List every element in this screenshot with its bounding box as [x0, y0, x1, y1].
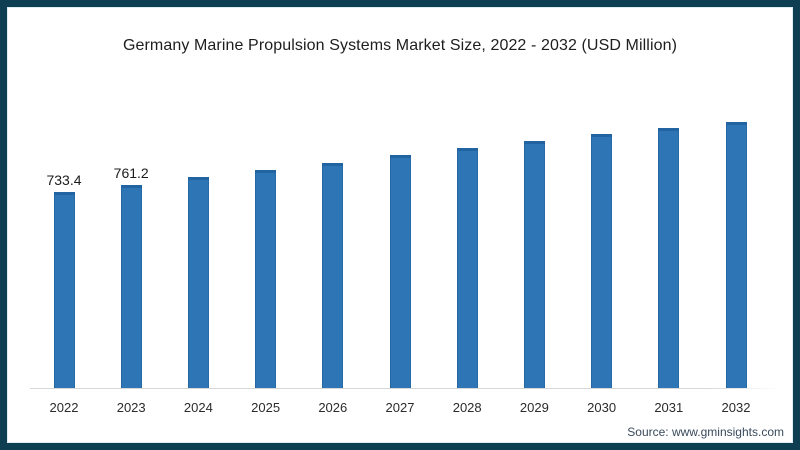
- x-tick-label: 2022: [49, 400, 79, 415]
- bar: [389, 155, 411, 388]
- bar: [456, 148, 478, 388]
- x-tick-label: 2029: [519, 400, 549, 415]
- bar: [658, 128, 680, 388]
- bar: [255, 170, 277, 388]
- bar: [523, 141, 545, 388]
- source-attribution: Source: www.gminsights.com: [627, 425, 784, 439]
- x-tick-label: 2031: [654, 400, 684, 415]
- bar-value-label: 761.2: [113, 165, 149, 181]
- bar: [187, 177, 209, 388]
- x-tick-label: 2028: [452, 400, 482, 415]
- x-tick-label: 2026: [318, 400, 348, 415]
- x-axis-line: [30, 388, 780, 389]
- bar-value-label: 733.4: [46, 172, 82, 188]
- bar: [120, 185, 142, 388]
- bar: [53, 192, 75, 388]
- x-tick-label: 2024: [183, 400, 213, 415]
- chart-title: Germany Marine Propulsion Systems Market…: [122, 37, 678, 54]
- bar: [725, 122, 747, 388]
- x-tick-label: 2032: [721, 400, 751, 415]
- x-tick-label: 2025: [251, 400, 281, 415]
- bar: [322, 163, 344, 388]
- bar: [591, 134, 613, 388]
- x-tick-label: 2030: [587, 400, 617, 415]
- x-tick-label: 2023: [116, 400, 146, 415]
- x-tick-label: 2027: [385, 400, 415, 415]
